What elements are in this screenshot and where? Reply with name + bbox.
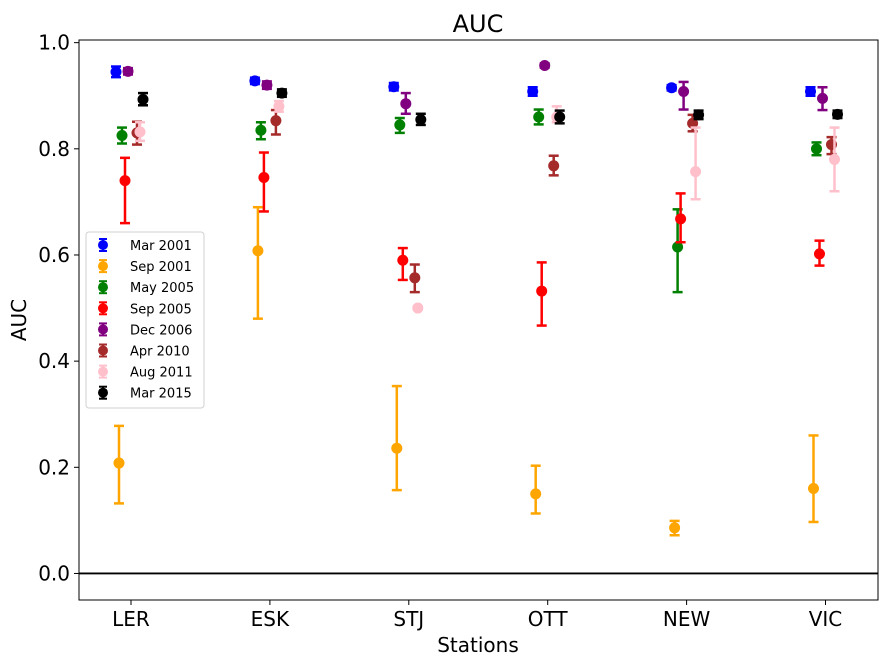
data-point [270,115,282,127]
legend-marker [98,303,108,314]
legend-label: Dec 2006 [130,323,192,338]
data-point [261,79,273,91]
data-point [687,117,699,129]
data-layer [110,59,843,537]
data-point [666,82,678,94]
y-tick-label: 0.0 [38,561,70,585]
data-point [548,160,560,172]
data-point [137,93,149,105]
data-point [397,254,409,266]
data-point [113,457,125,469]
data-point [829,153,840,165]
data-point [394,119,406,131]
x-axis-label: Stations [437,633,519,657]
legend-marker [98,261,108,272]
data-point [252,245,264,257]
data-point [536,285,548,297]
data-point [110,66,122,78]
legend-label: Sep 2005 [130,302,192,317]
legend-label: Mar 2001 [130,239,192,254]
legend-label: Aug 2011 [130,366,193,381]
y-tick-label: 1.0 [38,31,70,55]
data-point [805,85,816,97]
data-point [530,488,542,500]
legend-label: Mar 2015 [130,387,192,402]
x-tick-label: NEW [663,607,711,631]
legend-marker [98,387,108,398]
data-point [391,442,403,454]
data-point [808,483,819,495]
data-point [672,241,684,253]
x-tick-label: STJ [393,607,424,631]
data-point [693,109,705,121]
data-point [539,59,551,71]
series-mar-2015 [137,87,843,127]
data-point [119,175,131,187]
x-tick-label: OTT [528,607,569,631]
data-point [690,166,702,178]
legend-box [85,231,205,409]
data-point [675,213,687,225]
x-tick-label: VIC [809,607,843,631]
data-point [388,81,400,93]
data-point [116,130,128,142]
data-point [678,85,690,97]
legend-marker [98,282,108,293]
legend: Mar 2001 Sep 2001 May 2005 Sep 2005 Dec 2006… [85,231,205,409]
series-dec-2006 [122,59,828,116]
plot-frame [78,39,879,601]
y-tick-label: 0.4 [38,349,70,373]
series-sep-2005 [119,151,825,327]
y-axis-label: AUC [7,299,31,341]
data-point [811,143,822,155]
series-sep-2001 [113,205,819,537]
data-point [415,114,427,126]
series-apr-2010 [131,108,837,294]
legend-marker [98,324,108,335]
data-point [533,111,545,123]
chart-title: AUC [453,10,504,38]
legend-marker [98,366,108,377]
y-tick-label: 0.8 [38,137,70,161]
data-point [400,98,412,110]
data-point [409,272,421,284]
legend-label: Apr 2010 [130,345,190,360]
data-point [258,171,270,183]
data-point [249,75,261,87]
data-point [832,108,843,120]
series-aug-2011 [134,99,840,314]
legend-marker [98,345,108,356]
axes-layer: 0.0 0.2 0.4 0.6 0.8 1.0 LER ESK STJ OTT NEW VIC [38,31,879,631]
data-point [554,111,566,123]
data-point [276,87,288,99]
data-point [273,100,285,112]
y-tick-label: 0.2 [38,455,70,479]
y-tick-label: 0.6 [38,243,70,267]
series-mar-2001 [110,65,816,97]
legend-marker [98,240,108,250]
x-tick-label: LER [112,607,150,631]
data-point [669,522,681,534]
legend-label: May 2005 [130,281,194,296]
data-point [122,65,134,77]
legend-label: Sep 2001 [130,260,192,275]
data-point [527,85,539,97]
data-point [255,124,267,136]
x-tick-label: ESK [251,607,290,631]
series-may-2005 [116,108,822,294]
data-point [817,92,828,104]
data-point [412,302,424,314]
data-point [134,126,146,138]
data-point [814,248,825,260]
